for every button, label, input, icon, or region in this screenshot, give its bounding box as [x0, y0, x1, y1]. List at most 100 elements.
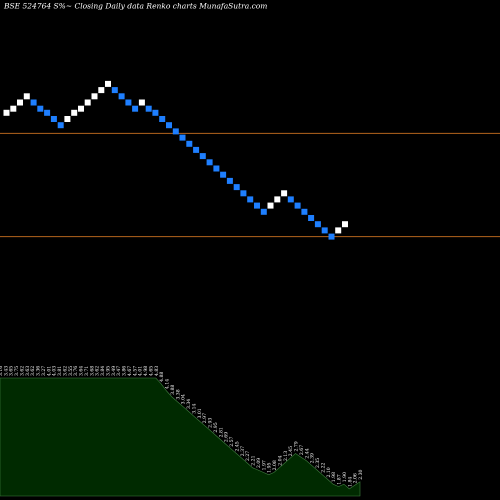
volume-value-label: 4.67	[127, 366, 133, 376]
volume-value-label: 3.64	[79, 366, 85, 376]
renko-brick-up	[84, 99, 91, 106]
volume-value-label: 2.95	[213, 422, 219, 432]
volume-value-label: 4.65	[148, 366, 154, 376]
renko-brick-down	[287, 196, 294, 203]
volume-value-label: 2.69	[224, 432, 230, 442]
volume-value-label: 2.27	[245, 451, 251, 461]
renko-brick-down	[233, 184, 240, 191]
renko-brick-up	[71, 109, 78, 116]
volume-value-label: 3.62	[95, 366, 101, 376]
renko-brick-up	[98, 87, 105, 94]
volume-value-label: 3.76	[73, 366, 79, 376]
volume-value-label: 1.84	[347, 477, 353, 487]
volume-value-label: 2.81	[218, 427, 224, 437]
volume-value-label: 3.68	[89, 366, 95, 376]
volume-value-label: 3.81	[57, 366, 63, 376]
renko-brick-up	[64, 116, 71, 122]
renko-brick-up	[17, 99, 23, 106]
volume-value-label: 2.79	[294, 441, 300, 451]
renko-brick-down	[172, 128, 179, 135]
renko-brick-down	[44, 109, 51, 116]
volume-value-label: 2.04	[277, 455, 283, 465]
renko-brick-down	[166, 122, 172, 129]
volume-value-label: 3.55	[68, 366, 74, 376]
renko-brick-down	[50, 116, 57, 122]
volume-value-label: 1.90	[342, 472, 348, 482]
volume-value-label: 2.09	[256, 458, 262, 468]
renko-bricks	[3, 80, 348, 240]
volume-value-label: 4.01	[138, 366, 144, 376]
volume-value-label: 3.47	[116, 366, 122, 376]
renko-brick-down	[240, 190, 247, 197]
renko-brick-up	[23, 93, 30, 100]
renko-brick-up	[3, 109, 10, 116]
renko-brick-down	[199, 153, 206, 160]
volume-value-label: 2.97	[202, 413, 208, 423]
volume-value-label: 2.08	[272, 460, 278, 470]
volume-value-label: 1.97	[261, 460, 267, 470]
volume-value-label: 4.03	[52, 366, 58, 376]
volume-value-label: 2.06	[353, 473, 359, 483]
volume-value-label: 2.67	[299, 445, 305, 455]
volume-value-label: 1.98	[331, 472, 337, 482]
renko-brick-up	[78, 105, 84, 112]
volume-value-label: 3.01	[197, 408, 203, 418]
renko-brick-up	[138, 99, 145, 106]
renko-brick-up	[10, 105, 17, 112]
renko-brick-down	[260, 208, 267, 215]
renko-brick-up	[342, 221, 348, 228]
volume-value-label: 2.57	[229, 436, 235, 446]
volume-value-label: 4.98	[143, 366, 149, 376]
renko-brick-down	[118, 93, 125, 100]
volume-value-label: 4.14	[165, 379, 171, 389]
volume-value-label: 3.34	[186, 399, 192, 409]
volume-value-label: 3.49	[111, 366, 117, 376]
renko-brick-down	[328, 233, 335, 240]
renko-brick-down	[247, 196, 254, 203]
volume-value-label: 1.87	[337, 474, 343, 484]
reference-lines	[0, 132, 500, 238]
volume-value-label: 2.30	[358, 469, 364, 479]
renko-brick-down	[132, 105, 139, 112]
renko-brick-down	[57, 122, 64, 129]
renko-brick-down	[226, 177, 233, 184]
volume-value-label: 3.84	[100, 366, 106, 376]
volume-value-label: 2.10	[326, 467, 332, 477]
volume-value-label: 4.01	[46, 366, 52, 376]
volume-value-label: 2.44	[304, 448, 310, 458]
renko-brick-up	[274, 196, 281, 203]
renko-brick-up	[335, 227, 342, 234]
volume-value-label: 3.36	[36, 366, 42, 376]
renko-brick-down	[152, 109, 159, 116]
renko-brick-down	[314, 221, 321, 228]
volume-value-label: 3.43	[3, 366, 9, 376]
renko-brick-down	[37, 105, 44, 112]
volume-value-label: 2.35	[315, 458, 321, 468]
renko-brick-down	[254, 202, 260, 209]
volume-value-label: 3.62	[30, 366, 36, 376]
chart-title: BSE 524764 S%~ Closing Daily data Renko …	[3, 2, 267, 11]
renko-brick-down	[220, 171, 227, 178]
renko-brick-down	[213, 165, 220, 172]
renko-brick-down	[308, 215, 315, 221]
volume-value-label: 3.95	[106, 366, 112, 376]
volume-value-label: 2.37	[240, 446, 246, 456]
renko-brick-down	[145, 105, 152, 112]
volume-value-label: 3.75	[14, 366, 20, 376]
volume-value-label: 3.62	[63, 366, 69, 376]
renko-brick-up	[105, 80, 111, 87]
volume-panel: 3.16 3.43 3.65 3.75 3.62 3.63 3.62 3.36 3.27 4.01…	[0, 366, 364, 497]
renko-brick-up	[281, 190, 288, 197]
volume-value-label: 2.22	[320, 462, 326, 472]
renko-brick-down	[193, 146, 200, 153]
volume-value-label: 2.21	[251, 455, 257, 465]
renko-brick-down	[301, 208, 308, 215]
volume-value-label: 4.57	[132, 366, 138, 376]
volume-value-label: 3.27	[41, 366, 47, 376]
renko-brick-up	[91, 93, 98, 100]
volume-value-label: 3.88	[170, 385, 176, 395]
renko-brick-down	[206, 159, 213, 166]
volume-value-label: 2.13	[283, 451, 289, 461]
volume-value-label: 3.62	[20, 366, 26, 376]
